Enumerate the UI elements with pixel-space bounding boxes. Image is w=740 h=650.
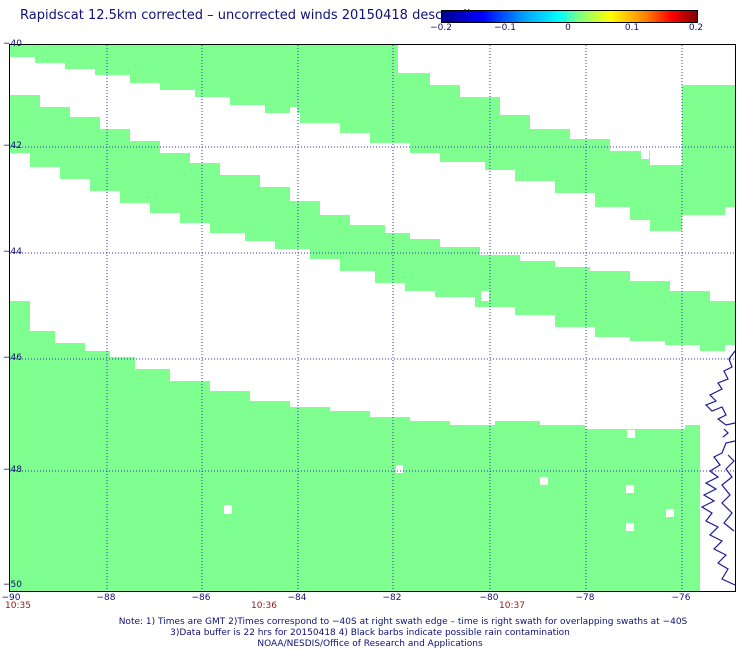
time-label: 10:37 [499, 601, 525, 611]
time-label: 10:36 [251, 601, 277, 611]
latitude-label: −50 [3, 580, 22, 590]
longitude-label: −80 [479, 593, 499, 603]
longitude-label: −82 [382, 593, 402, 603]
graticule [10, 45, 735, 591]
data-gap [641, 151, 649, 159]
data-gap [540, 477, 548, 485]
wind-swath [10, 95, 735, 351]
latitude-label: −42 [3, 141, 22, 151]
data-gap [522, 63, 528, 71]
data-gap [396, 465, 403, 473]
data-gap [666, 509, 674, 517]
footnote-credit: NOAA/NESDIS/Office of Research and Appli… [257, 639, 483, 649]
colorbar-tick-label: −0.2 [430, 23, 452, 33]
data-gap [593, 99, 601, 107]
data-gap [401, 159, 409, 167]
longitude-label: −90 [1, 593, 21, 603]
data-gap [626, 485, 634, 493]
colorbar-tick-label: 0.1 [624, 23, 640, 33]
longitude-label: −84 [287, 593, 307, 603]
colorbar-tick-label: 0 [565, 23, 571, 33]
colorbar [441, 10, 698, 23]
longitude-label: −78 [575, 593, 595, 603]
footnote-line-2: 3)Data buffer is 22 hrs for 20150418 4) … [170, 628, 570, 638]
data-gap [290, 107, 297, 115]
longitude-label: −86 [191, 593, 211, 603]
wind-swath [10, 45, 735, 231]
colorbar-tick-label: −0.1 [494, 23, 516, 33]
longitude-label: −88 [96, 593, 116, 603]
latitude-label: −44 [3, 247, 22, 257]
data-gap [481, 291, 489, 301]
data-gap [626, 523, 634, 531]
data-gap [224, 505, 232, 514]
longitude-label: −76 [671, 593, 691, 603]
latitude-label: −40 [3, 39, 22, 49]
footnote-line-1: Note: 1) Times are GMT 2)Times correspon… [118, 617, 688, 627]
data-gap [627, 430, 635, 438]
wind-swath [10, 301, 700, 591]
map-canvas [10, 45, 735, 591]
map-title: Rapidscat 12.5km corrected – uncorrected… [20, 8, 487, 23]
time-label: 10:35 [5, 601, 31, 611]
map-panel [9, 44, 736, 592]
coastline [700, 350, 735, 586]
latitude-label: −46 [3, 353, 22, 363]
latitude-label: −48 [3, 465, 22, 475]
colorbar-tick-label: 0.2 [688, 23, 704, 33]
